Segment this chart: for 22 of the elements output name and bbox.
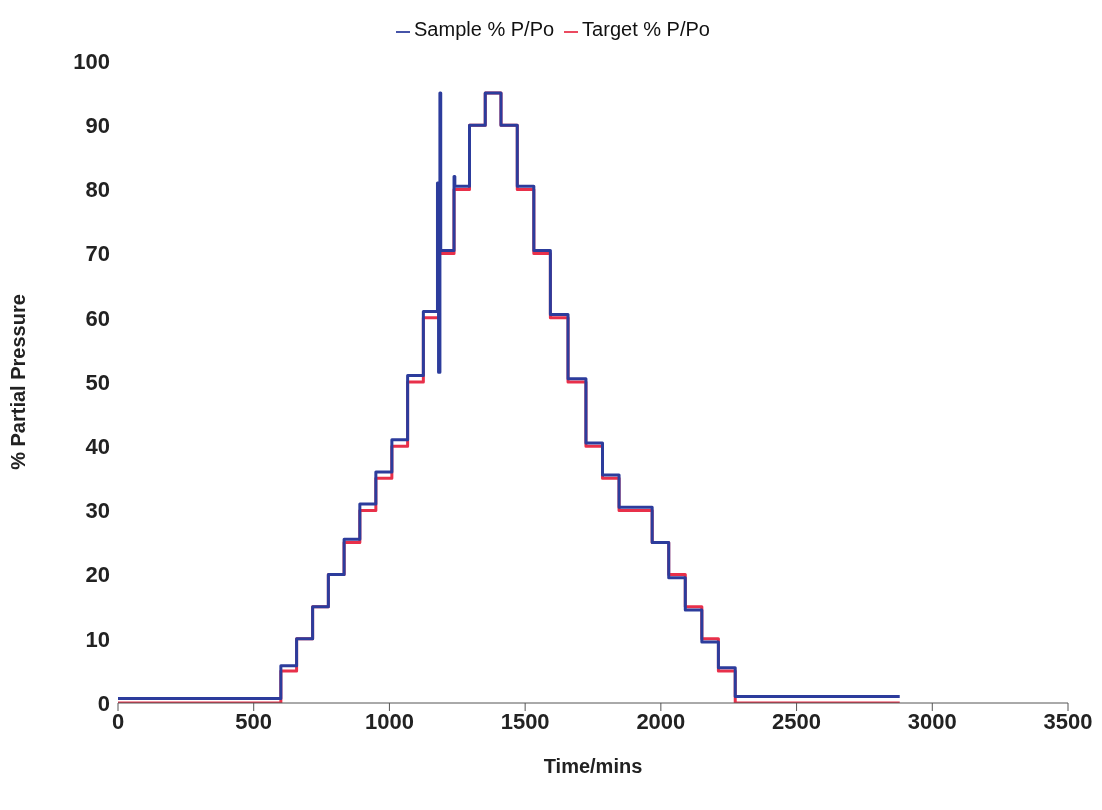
y-tick-label: 60 (85, 305, 110, 331)
x-tick-label: 1500 (500, 708, 550, 734)
y-tick-label: 30 (85, 498, 110, 524)
y-tick-label: 100 (73, 48, 110, 74)
x-tick-label: 3000 (907, 708, 957, 734)
x-tick-label: 3500 (1043, 708, 1093, 734)
x-tick-label: 1000 (364, 708, 414, 734)
legend-label: Target % P/Po (582, 18, 710, 40)
y-tick-label: 70 (85, 241, 110, 267)
y-tick-label: 50 (85, 369, 110, 395)
y-tick-label: 20 (85, 562, 110, 588)
y-tick-label: 0 (97, 690, 110, 716)
x-tick-label: 2000 (636, 708, 686, 734)
x-tick-label: 2500 (772, 708, 822, 734)
y-tick-label: 10 (85, 626, 110, 652)
y-axis-title: % Partial Pressure (7, 294, 30, 470)
y-tick-label: 40 (85, 434, 110, 460)
x-tick-label: 500 (235, 708, 273, 734)
x-axis-title: Time/mins (543, 755, 643, 777)
legend-label: Sample % P/Po (414, 18, 555, 40)
y-tick-label: 80 (85, 177, 110, 203)
y-tick-label: 90 (85, 113, 110, 139)
